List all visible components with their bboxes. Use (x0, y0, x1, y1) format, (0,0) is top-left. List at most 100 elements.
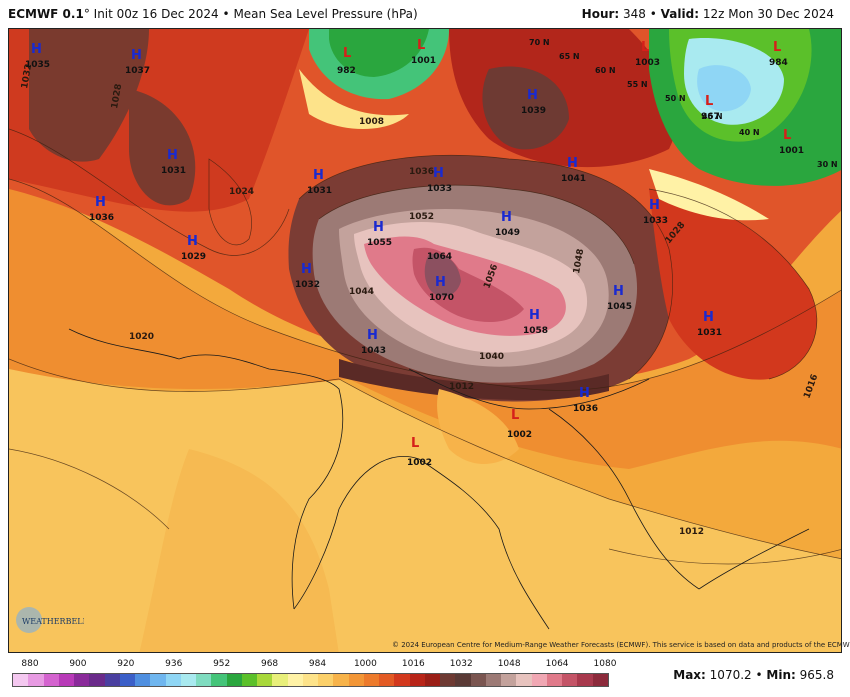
svg-text:1045: 1045 (607, 302, 632, 312)
svg-text:1035: 1035 (25, 60, 50, 70)
svg-text:1064: 1064 (427, 252, 452, 262)
pressure-band-1016 (9, 179, 841, 469)
pressure-band-india (139, 449, 339, 652)
title-separator: • (222, 7, 230, 21)
svg-text:L: L (783, 128, 791, 143)
low-marker[interactable]: L 1002 (407, 436, 432, 468)
svg-text:L: L (705, 94, 713, 109)
max-min-readout: Max: 1070.2 • Min: 965.8 (673, 668, 834, 682)
svg-text:WEATHERBELL: WEATHERBELL (22, 617, 84, 626)
map-header: ECMWF 0.1° Init 00z 16 Dec 2024 • Mean S… (0, 0, 850, 28)
colorbar-swatch (196, 674, 212, 686)
pressure-band-1008-ne (649, 169, 769, 221)
svg-text:H: H (649, 198, 660, 213)
svg-text:H: H (367, 328, 378, 343)
colorbar-swatch (562, 674, 578, 686)
high-marker[interactable]: H 1035 (25, 42, 50, 70)
init-time: Init 00z 16 Dec 2024 (93, 7, 219, 21)
colorbar-swatch (379, 674, 395, 686)
hour-label: Hour: (581, 7, 620, 21)
svg-text:1043: 1043 (361, 346, 386, 356)
high-marker[interactable]: H 1033 (643, 198, 668, 226)
colorbar-swatch (226, 674, 242, 686)
low-marker[interactable]: L 967 (701, 94, 720, 122)
high-marker[interactable]: H 1055 (367, 220, 392, 248)
low-pressure-markers: L 982 L 1001 L 1003 L 984 L 967 L 1001 L 1002 L… (337, 38, 804, 468)
svg-text:H: H (527, 88, 538, 103)
colorbar-swatch (516, 674, 532, 686)
colorbar-swatch (546, 674, 562, 686)
pressure-map[interactable]: 1032 1028 1024 1020 1008 1012 1044 1052 … (8, 28, 842, 653)
high-marker[interactable]: H 1031 (307, 168, 332, 196)
colorbar-ticks: 880 900 920 936 952 968 984 1000 1016 1032 1048 106… (8, 658, 616, 672)
lat-label: 65 N (559, 52, 580, 61)
logo-icon: WEATHERBELL (16, 607, 89, 633)
svg-text:1031: 1031 (697, 328, 722, 338)
lat-label: 55 N (627, 80, 648, 89)
high-marker[interactable]: H 1036 (89, 195, 114, 223)
high-marker[interactable]: H 1039 (521, 88, 546, 116)
colorbar-tick-label: 968 (260, 659, 279, 669)
svg-text:1033: 1033 (643, 216, 668, 226)
svg-text:1001: 1001 (411, 56, 436, 66)
copyright-notice: © 2024 European Centre for Medium-Range … (392, 641, 850, 649)
svg-text:H: H (501, 210, 512, 225)
colorbar-swatch (348, 674, 364, 686)
svg-text:H: H (167, 148, 178, 163)
high-marker[interactable]: H 1070 (429, 275, 454, 303)
high-marker[interactable]: H 1033 (427, 166, 452, 194)
colorbar-tick-label: 920 (117, 659, 135, 669)
low-marker[interactable]: L 1002 (507, 408, 532, 440)
high-marker[interactable]: 1064 (427, 252, 452, 262)
colorbar-swatch (43, 674, 59, 686)
low-marker[interactable]: L 1001 (779, 128, 804, 156)
colorbar-scale (12, 673, 609, 687)
min-label: Min: (766, 668, 796, 682)
high-marker[interactable]: H 1045 (607, 284, 632, 312)
colorbar-swatch (180, 674, 196, 686)
svg-text:1070: 1070 (429, 293, 454, 303)
svg-text:H: H (579, 386, 590, 401)
low-marker[interactable]: L 1001 (411, 38, 436, 66)
colorbar-swatch (394, 674, 410, 686)
isobar-label: 1032 (20, 63, 34, 89)
svg-text:H: H (529, 308, 540, 323)
svg-text:H: H (31, 42, 42, 57)
colorbar-swatch (470, 674, 486, 686)
svg-text:1037: 1037 (125, 66, 150, 76)
isobar-label: 1044 (349, 287, 374, 297)
pressure-band-east (649, 189, 817, 380)
pressure-band-1004-n (299, 69, 409, 129)
svg-text:984: 984 (769, 58, 788, 68)
high-marker[interactable]: H 1031 (161, 148, 186, 176)
low-marker[interactable]: L 982 (337, 46, 356, 76)
low-center-north (329, 29, 429, 77)
svg-text:1041: 1041 (561, 174, 586, 184)
high-marker[interactable]: H 1036 (573, 386, 598, 414)
high-marker[interactable]: H 1031 (697, 310, 722, 338)
isobar-label: 1036 (409, 167, 434, 177)
high-marker[interactable]: H 1041 (561, 156, 586, 184)
svg-text:1049: 1049 (495, 228, 520, 238)
low-marker[interactable]: L 984 (769, 40, 788, 68)
low-marker[interactable]: L 1003 (635, 40, 660, 68)
high-marker[interactable]: H 1029 (181, 234, 206, 262)
high-cell-north (482, 66, 569, 150)
high-marker[interactable]: H 1049 (495, 210, 520, 238)
colorbar-swatch (272, 674, 288, 686)
high-marker[interactable]: H 1032 (295, 262, 320, 290)
svg-text:H: H (703, 310, 714, 325)
svg-text:H: H (613, 284, 624, 299)
high-marker[interactable]: H 1037 (125, 48, 150, 76)
latitude-labels: 70 N 65 N 60 N 55 N 50 N 45 N 40 N 30 N (529, 38, 838, 169)
valid-value: 12z Mon 30 Dec 2024 (702, 7, 834, 21)
isobar-label: 1012 (449, 382, 474, 392)
svg-text:L: L (417, 38, 425, 53)
svg-text:L: L (343, 46, 351, 61)
svg-text:1002: 1002 (407, 458, 432, 468)
colorbar-swatch (531, 674, 547, 686)
isobar-label: 1028 (110, 83, 124, 109)
high-marker[interactable]: H 1058 (523, 308, 548, 336)
svg-text:H: H (187, 234, 198, 249)
high-marker[interactable]: H 1043 (361, 328, 386, 356)
